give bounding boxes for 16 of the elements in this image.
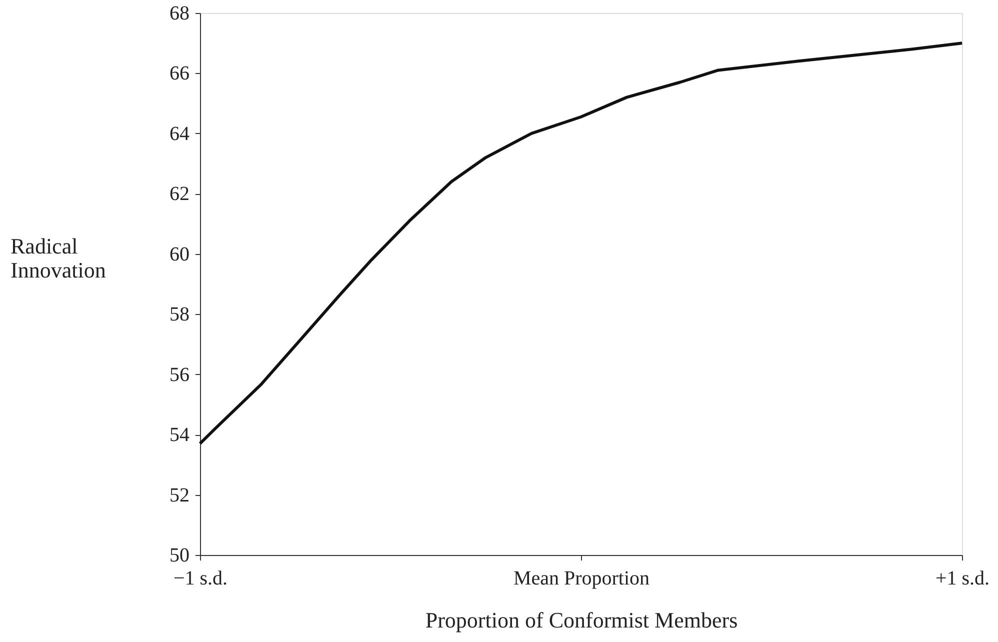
y-tick-label: 60	[170, 243, 190, 266]
x-tick-label: −1 s.d.	[173, 568, 228, 590]
y-tick-label: 54	[170, 424, 190, 446]
y-tick-label: 58	[170, 304, 190, 326]
y-axis-title: Radical Innovation	[10, 234, 106, 282]
y-tick-label: 62	[170, 183, 190, 206]
x-axis-title: Proportion of Conformist Members	[425, 608, 738, 632]
x-tick-label: +1 s.d.	[935, 568, 990, 590]
y-tick-label: 50	[170, 544, 190, 566]
line-series	[198, 42, 964, 446]
x-tick-label: Mean Proportion	[513, 568, 650, 590]
y-tick-label: 52	[170, 484, 190, 506]
y-tick-label: 68	[170, 2, 190, 24]
y-tick-label: 66	[170, 62, 190, 85]
y-tick-label: 56	[170, 364, 190, 386]
y-tick-label: 64	[170, 122, 190, 145]
